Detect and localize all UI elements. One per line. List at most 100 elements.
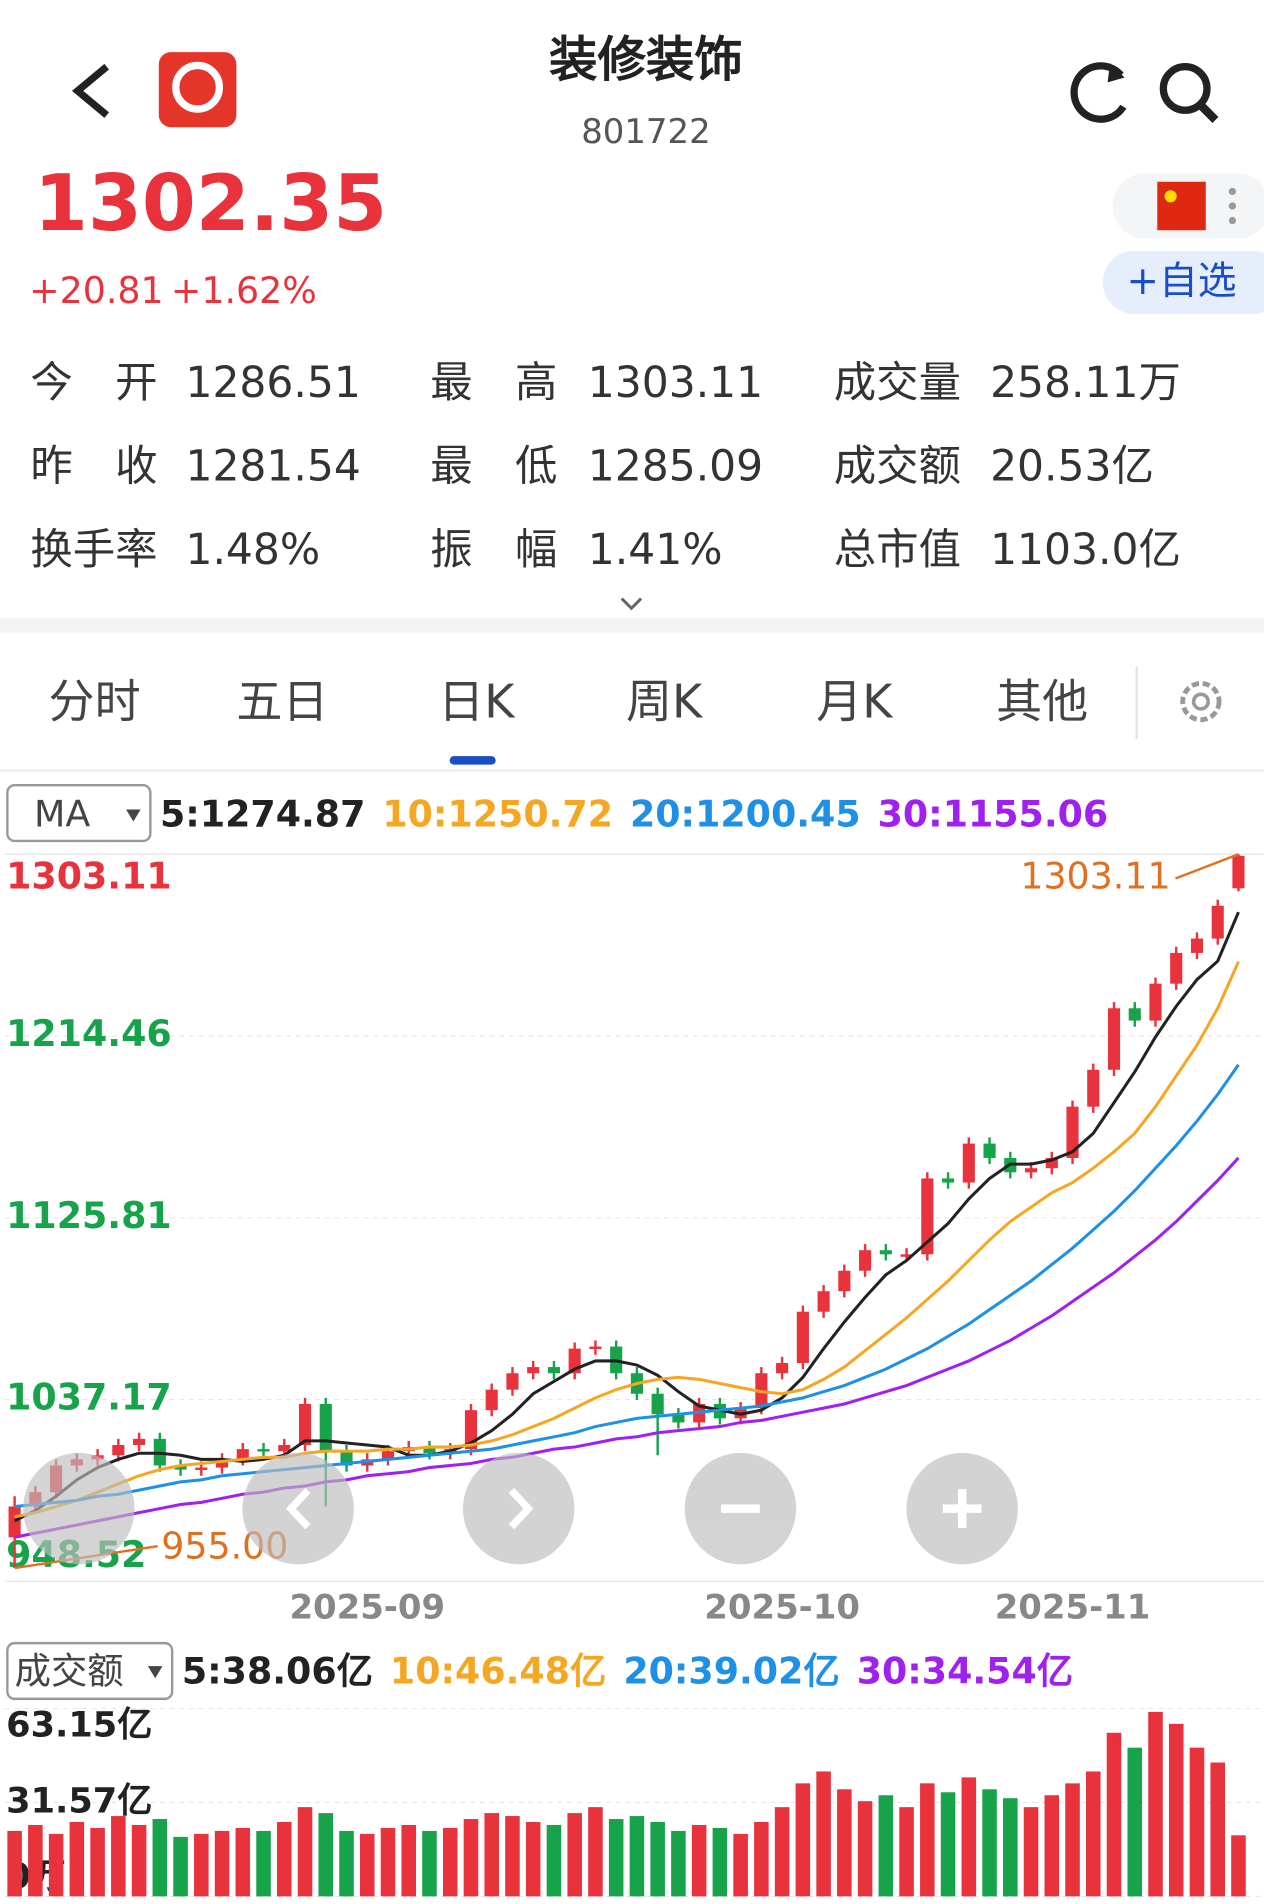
candle-body — [133, 1438, 146, 1446]
stat-value: 1.48% — [185, 526, 320, 575]
volume-bar — [525, 1822, 541, 1897]
nav-next-icon — [508, 1487, 534, 1530]
stat-label: 最 高 — [430, 359, 557, 408]
refresh-button[interactable] — [1070, 62, 1127, 123]
stat-value: 1303.11 — [588, 359, 763, 408]
volume-bar — [1148, 1711, 1163, 1897]
stat-value: 1285.09 — [588, 442, 763, 491]
candle-body — [1107, 1008, 1121, 1070]
candle-body — [1232, 855, 1245, 889]
search-handle — [1197, 102, 1219, 123]
tab[interactable]: 月K — [816, 675, 894, 729]
candle-body — [1128, 1008, 1141, 1021]
candle-body — [859, 1250, 872, 1271]
settings-button[interactable] — [1180, 680, 1222, 723]
volume-bar — [152, 1819, 168, 1897]
volume-bar — [774, 1807, 790, 1897]
title: 装修装饰 — [549, 32, 743, 88]
volume-bar — [546, 1824, 562, 1897]
candle-body — [298, 1403, 312, 1446]
x-tick-label: 2025-09 — [289, 1588, 445, 1627]
volume-bar — [256, 1830, 271, 1897]
separator — [0, 617, 1264, 633]
candle-body — [527, 1367, 540, 1374]
y-tick-label: 1125.81 — [6, 1194, 172, 1237]
candle-body — [1149, 983, 1162, 1021]
volume-bar — [1231, 1835, 1246, 1897]
nav-prev[interactable] — [242, 1452, 354, 1565]
stat-label: 最 低 — [430, 442, 557, 491]
candle-body — [381, 1451, 395, 1460]
watch-label: +自选 — [1127, 259, 1237, 304]
volume-bar — [173, 1836, 188, 1897]
candle-body — [942, 1178, 955, 1183]
volume-bar — [111, 1816, 126, 1897]
candle-body — [485, 1389, 498, 1411]
tab[interactable]: 其他 — [996, 675, 1088, 729]
ma-line — [14, 1156, 1240, 1539]
indicator-dropdown[interactable] — [6, 783, 152, 843]
legend-entry: 20:39.02亿 — [623, 1649, 839, 1692]
search-button[interactable] — [1159, 63, 1211, 114]
volume-bar — [463, 1819, 479, 1897]
nav-buttons — [23, 1452, 1018, 1565]
candle-body — [879, 1250, 892, 1255]
volume-bar — [920, 1783, 935, 1897]
back-button[interactable] — [71, 63, 110, 118]
volume-bar — [878, 1795, 894, 1897]
volume-indicator: 成交额 — [15, 1649, 124, 1692]
flag-star — [1164, 190, 1177, 203]
volume-bar — [857, 1801, 873, 1897]
candle-body — [921, 1178, 934, 1255]
change-pct: +1.62% — [171, 269, 317, 312]
candle-body — [1087, 1069, 1100, 1107]
candle-body — [236, 1449, 249, 1460]
more-dots[interactable] — [1228, 187, 1237, 225]
tab[interactable]: 分时 — [49, 675, 141, 729]
tab[interactable]: 日K — [438, 675, 516, 729]
nav-zoom-left[interactable] — [23, 1452, 135, 1565]
volume-bar — [235, 1827, 251, 1897]
volume-bar — [671, 1830, 686, 1897]
stat-label: 成交额 — [834, 442, 961, 491]
stat-label: 振 幅 — [430, 526, 557, 575]
candle-body — [195, 1467, 208, 1470]
candle-body — [174, 1465, 187, 1470]
candle-body — [1170, 952, 1183, 984]
tab[interactable]: 周K — [626, 675, 704, 729]
stat-value: 258.11万 — [990, 359, 1181, 408]
volume-bar — [982, 1789, 997, 1897]
volume-bar — [629, 1816, 645, 1897]
dropdown-arrow — [147, 1666, 163, 1679]
refresh-arrow — [1107, 63, 1125, 83]
volume-dropdown[interactable] — [6, 1641, 174, 1701]
expand-chevron[interactable] — [620, 597, 643, 611]
volume-bar — [69, 1822, 85, 1897]
nav-next[interactable] — [462, 1452, 575, 1565]
volume-bar — [899, 1807, 914, 1897]
x-tick-label: 2025-10 — [704, 1588, 860, 1627]
ma-line — [14, 961, 1240, 1519]
candle-body — [257, 1449, 270, 1452]
candle-body — [651, 1393, 664, 1415]
plus-icon — [942, 1489, 982, 1528]
volume-bar — [1003, 1798, 1018, 1897]
candle-body — [900, 1254, 913, 1257]
volume-bar — [90, 1827, 105, 1897]
volume-bar — [691, 1824, 707, 1897]
volume-bar — [733, 1833, 748, 1897]
candle-body — [423, 1447, 436, 1454]
watch-button[interactable] — [1102, 250, 1264, 314]
volume-bar — [277, 1822, 292, 1897]
tab[interactable]: 五日 — [236, 675, 328, 729]
legend-entry: 30:1155.06 — [878, 793, 1109, 836]
volume-bar — [380, 1827, 396, 1897]
settings-center — [1191, 692, 1210, 711]
volume-bar — [422, 1830, 437, 1897]
volume-bar — [837, 1789, 852, 1897]
legend-entry: 10:1250.72 — [382, 793, 613, 836]
stat-label: 昨 收 — [30, 442, 157, 491]
stat-label: 换手率 — [30, 526, 157, 575]
ma-line — [13, 911, 1240, 1523]
